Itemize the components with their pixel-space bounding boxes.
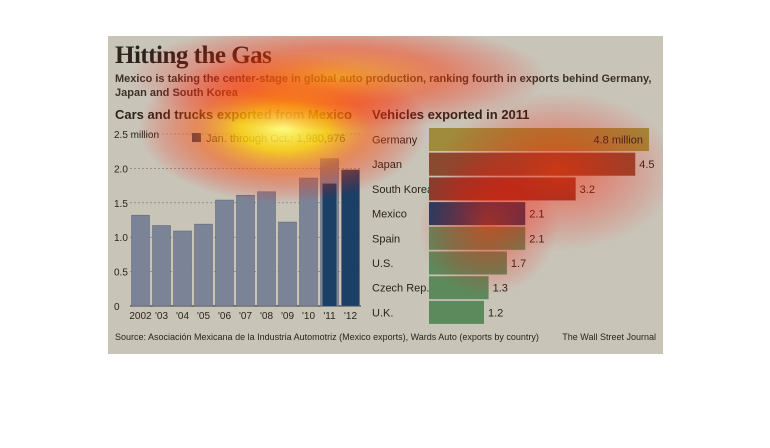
infographic-panel: Hitting the Gas Mexico is taking the cen… — [108, 36, 663, 354]
country-label: Mexico — [372, 209, 407, 221]
x-tick-label: 2002 — [129, 311, 152, 322]
bar — [236, 194, 255, 307]
value-label: 1.2 — [488, 307, 503, 319]
country-bar — [429, 300, 484, 324]
country-label: Germany — [372, 135, 418, 147]
country-bar — [429, 202, 526, 226]
country-bar — [429, 226, 526, 250]
bar — [173, 230, 192, 307]
bar — [341, 169, 360, 307]
value-label: 1.3 — [493, 283, 508, 295]
bar — [299, 177, 318, 307]
x-tick-label: '11 — [323, 311, 336, 322]
value-label: 4.8 million — [593, 135, 643, 147]
x-tick-label: '12 — [344, 311, 357, 322]
y-tick-label: 0 — [114, 302, 120, 313]
x-tick-label: '05 — [197, 311, 210, 322]
callout-swatch — [192, 133, 201, 142]
x-tick-label: '10 — [302, 311, 315, 322]
value-label: 2.1 — [529, 209, 544, 221]
x-tick-label: '08 — [260, 311, 273, 322]
country-label: Japan — [372, 159, 402, 171]
country-bar — [429, 276, 489, 300]
x-tick-label: '07 — [239, 311, 252, 322]
y-tick-label: 1.5 — [114, 199, 128, 210]
value-label: 4.5 — [639, 159, 654, 171]
y-tick-label: 2.5 million — [114, 130, 159, 141]
bar — [152, 225, 171, 307]
value-label: 1.7 — [511, 258, 526, 270]
bar — [257, 191, 276, 307]
y-tick-label: 1.0 — [114, 233, 128, 244]
x-tick-label: '04 — [176, 311, 189, 322]
bar — [215, 199, 234, 307]
value-label: 2.1 — [529, 233, 544, 245]
x-tick-label: '06 — [218, 311, 231, 322]
charts-canvas: 0 0.5 1.0 1.5 2.0 2.5 million 2002'03 '04 '05 '06… — [114, 128, 655, 324]
bar — [194, 223, 213, 307]
country-bar — [429, 177, 576, 201]
country-bar — [429, 251, 507, 275]
x-tick-label: '09 — [281, 311, 294, 322]
source-note: Source: Asociación Mexicana de la Indust… — [115, 332, 539, 342]
bar — [278, 221, 297, 307]
country-label: U.S. — [372, 258, 393, 270]
country-label: Czech Rep. — [372, 283, 429, 295]
bar-partial-year — [322, 183, 337, 306]
x-tick-label: '03 — [155, 311, 168, 322]
y-tick-label: 2.0 — [114, 164, 128, 175]
callout-label: Jan. through Oct.: 1,980,976 — [206, 133, 345, 145]
country-label: South Korea — [372, 184, 434, 196]
bar — [131, 214, 150, 307]
country-bar — [429, 152, 636, 176]
country-label: U.K. — [372, 307, 393, 319]
y-tick-label: 0.5 — [114, 268, 128, 279]
country-label: Spain — [372, 233, 400, 245]
value-label: 3.2 — [580, 184, 595, 196]
publisher-credit: The Wall Street Journal — [562, 332, 656, 342]
